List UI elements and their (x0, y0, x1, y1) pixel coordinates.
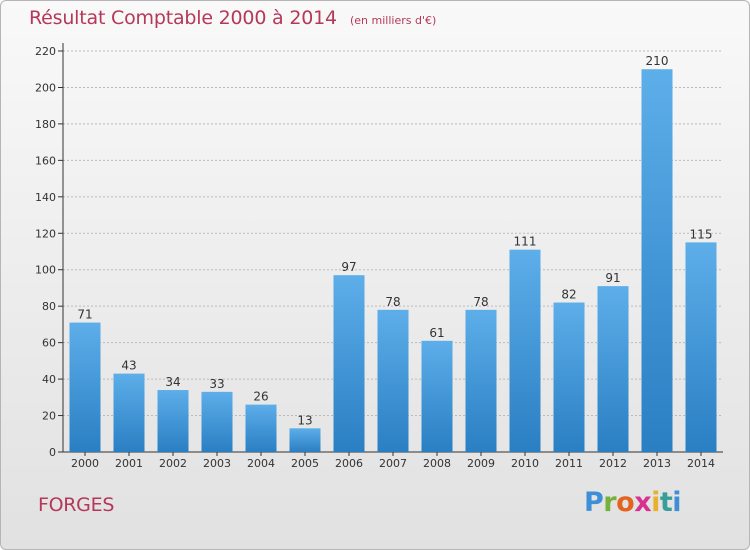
bar-2003 (201, 391, 233, 452)
x-tick-labels: 2000 2001 2002 2003 2004 2005 2006 2007 2008 2009… (71, 457, 715, 470)
data-label-2006: 97 (341, 260, 356, 274)
bars (69, 69, 717, 453)
chart-title: Résultat Comptable 2000 à 2014 (29, 7, 337, 29)
data-label-2012: 91 (605, 271, 620, 285)
x-tick-label-2004: 2004 (247, 457, 275, 470)
data-label-2001: 43 (121, 359, 136, 373)
x-tick-label-2010: 2010 (511, 457, 539, 470)
proxiti-logo[interactable]: Proxiti (584, 487, 682, 518)
bar-2008 (421, 340, 453, 452)
data-label-2003: 33 (209, 377, 224, 391)
y-tick-labels: 0 20 40 60 80 100 120 140 160 180 200 220 (35, 45, 56, 459)
x-tick-label-2003: 2003 (203, 457, 231, 470)
bar-2006 (333, 275, 365, 452)
y-tick-label: 60 (42, 337, 56, 350)
bar-2004 (245, 404, 277, 452)
x-tick-label-2014: 2014 (687, 457, 715, 470)
data-label-2011: 82 (561, 288, 576, 302)
data-labels: 71 43 34 33 26 13 97 78 61 78 111 82 91 210 115 (77, 54, 712, 427)
bar-2011 (553, 302, 585, 452)
data-label-2004: 26 (253, 390, 268, 404)
y-tick-label: 20 (42, 410, 56, 423)
bar-2012 (597, 286, 629, 452)
x-tick-label-2011: 2011 (555, 457, 583, 470)
chart-title-block: Résultat Comptable 2000 à 2014 (en milli… (29, 7, 436, 29)
data-label-2002: 34 (165, 375, 180, 389)
x-tick-label-2000: 2000 (71, 457, 99, 470)
x-tick-label-2006: 2006 (335, 457, 363, 470)
data-label-2010: 111 (514, 235, 537, 249)
y-tick-label: 160 (35, 154, 56, 167)
x-tick-label-2001: 2001 (115, 457, 143, 470)
y-tick-label: 40 (42, 373, 56, 386)
y-tick-label: 100 (35, 264, 56, 277)
bar-2000 (69, 322, 101, 452)
bar-2009 (465, 309, 497, 452)
y-tick-label: 120 (35, 227, 56, 240)
y-tick-label: 140 (35, 191, 56, 204)
bar-2013 (641, 69, 673, 453)
x-tick-label-2005: 2005 (291, 457, 319, 470)
chart-subtitle: (en milliers d'€) (349, 14, 437, 27)
x-tick-label-2009: 2009 (467, 457, 495, 470)
y-tick-label: 0 (49, 446, 56, 459)
x-tick-label-2007: 2007 (379, 457, 407, 470)
y-tick-label: 80 (42, 300, 56, 313)
bar-2002 (157, 390, 189, 452)
data-label-2007: 78 (385, 295, 400, 309)
commune-name: FORGES (38, 494, 115, 516)
y-tick-label: 200 (35, 81, 56, 94)
bar-2007 (377, 309, 409, 452)
data-label-2005: 13 (297, 413, 312, 427)
x-tick-label-2013: 2013 (643, 457, 671, 470)
data-label-2009: 78 (473, 295, 488, 309)
x-tick-label-2002: 2002 (159, 457, 187, 470)
data-label-2014: 115 (690, 227, 713, 241)
x-tick-label-2008: 2008 (423, 457, 451, 470)
y-tick-label: 220 (35, 45, 56, 58)
data-label-2000: 71 (77, 308, 92, 322)
data-label-2013: 210 (646, 54, 669, 68)
bar-2010 (509, 249, 541, 452)
data-label-2008: 61 (429, 326, 444, 340)
bar-2014 (685, 242, 717, 452)
bar-2005 (289, 428, 321, 452)
x-tick-label-2012: 2012 (599, 457, 627, 470)
bar-2001 (113, 373, 145, 452)
y-tick-label: 180 (35, 118, 56, 131)
